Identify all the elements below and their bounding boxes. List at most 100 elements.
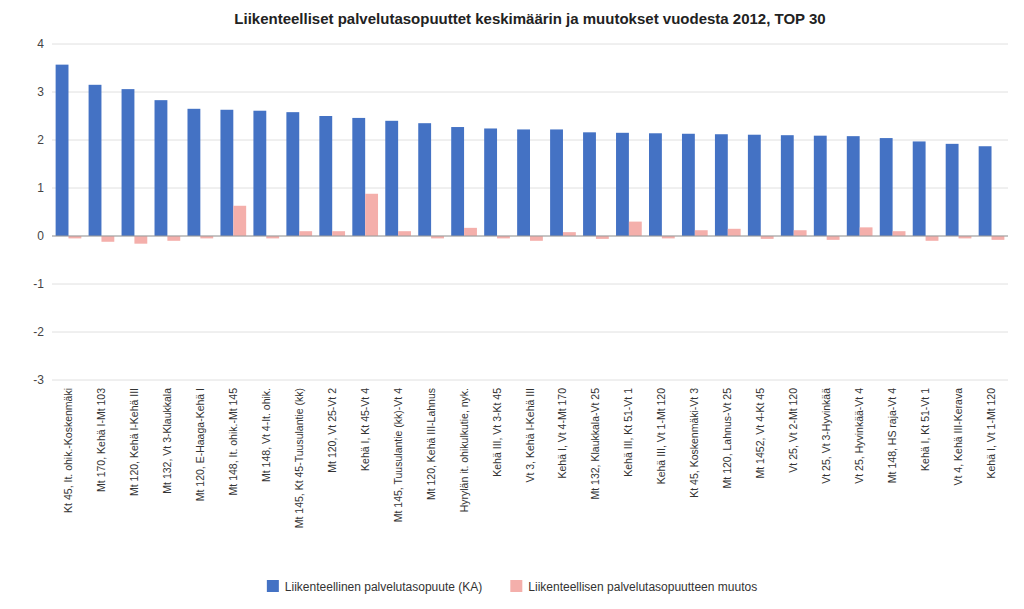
y-tick-label: 1 bbox=[37, 181, 44, 195]
bar bbox=[649, 133, 662, 236]
x-tick-label: Mt 148, It. ohik.-Mt 145 bbox=[227, 388, 239, 496]
x-tick-label: Kehä I, Kt 45-Vt 4 bbox=[359, 388, 371, 471]
legend-item: Liikenteellinen palvelutasopuute (KA) bbox=[267, 580, 482, 594]
bar bbox=[517, 129, 530, 236]
x-tick-label: Mt 148, HS raja-Vt 4 bbox=[886, 388, 898, 483]
bar bbox=[827, 236, 840, 240]
legend-label: Liikenteellinen palvelutasopuute (KA) bbox=[285, 580, 482, 594]
bar bbox=[418, 123, 431, 236]
grid-line bbox=[52, 380, 1008, 381]
grid-line bbox=[52, 44, 1008, 45]
bar bbox=[464, 228, 477, 236]
x-tick-label: Mt 120, Kehä III-Lahnus bbox=[425, 388, 437, 500]
x-tick-label: Mt 148, Vt 4-It. ohik. bbox=[260, 388, 272, 482]
chart: Liikenteelliset palvelutasopuuttet keski… bbox=[0, 0, 1024, 609]
y-tick-label: 0 bbox=[37, 229, 44, 243]
bar bbox=[946, 144, 959, 236]
x-tick-label: Vt 25, Hyvinkää-Vt 4 bbox=[853, 388, 865, 484]
x-tick-label: Kehä III, Kt 51-Vt 1 bbox=[622, 388, 634, 477]
bar bbox=[155, 100, 168, 236]
x-tick-label: Mt 120, Kehä I-Kehä III bbox=[128, 388, 140, 496]
x-tick-label: Kt 45, It. ohik.-Koskenmäki bbox=[62, 388, 74, 513]
x-tick-label: Kehä III, Vt 1-Mt 120 bbox=[655, 388, 667, 484]
bar bbox=[286, 112, 299, 236]
bar bbox=[715, 134, 728, 236]
bars bbox=[56, 65, 1005, 244]
legend-swatch bbox=[510, 580, 522, 592]
bar bbox=[122, 89, 135, 236]
bar bbox=[398, 231, 411, 236]
bar bbox=[695, 230, 708, 236]
x-tick-label: Mt 1452, Vt 4-Kt 45 bbox=[754, 388, 766, 479]
bar bbox=[979, 146, 992, 236]
x-tick-label: Kehä I, Vt 1-Mt 120 bbox=[985, 388, 997, 479]
bar bbox=[220, 110, 233, 236]
x-tick-label: Hyrylän it. ohikulkutie, nyk. bbox=[458, 388, 470, 512]
x-tick-label: Mt 145, Kt 45-Tuusulantie (kk) bbox=[293, 388, 305, 528]
bar bbox=[563, 232, 576, 236]
grid-line bbox=[52, 236, 1008, 237]
bar bbox=[451, 127, 464, 236]
bar bbox=[781, 135, 794, 236]
bar bbox=[530, 236, 543, 241]
bar bbox=[253, 111, 266, 236]
bar bbox=[629, 222, 642, 236]
x-tick-label: Vt 3, Kehä I-Kehä III bbox=[524, 388, 536, 483]
bar bbox=[101, 236, 114, 242]
title: Liikenteelliset palvelutasopuuttet keski… bbox=[234, 10, 825, 27]
bar bbox=[616, 133, 629, 236]
x-tick-label: Mt 120, Vt 25-Vt 2 bbox=[326, 388, 338, 473]
x-tick-label: Vt 25, Vt 2-Mt 120 bbox=[787, 388, 799, 473]
bar bbox=[814, 136, 827, 236]
x-tick-label: Kehä I, Kt 51-Vt 1 bbox=[919, 388, 931, 471]
bar bbox=[365, 194, 378, 236]
x-tick-label: Vt 25, Vt 3-Hyvinkää bbox=[820, 388, 832, 484]
bar bbox=[926, 236, 939, 241]
legend: Liikenteellinen palvelutasopuute (KA) Lii… bbox=[267, 580, 757, 594]
bar bbox=[332, 231, 345, 236]
grid-line bbox=[52, 332, 1008, 333]
bar bbox=[728, 229, 741, 236]
bar bbox=[847, 136, 860, 236]
x-tick-label: Mt 120, Lahnus-Vt 25 bbox=[721, 388, 733, 489]
bar bbox=[187, 109, 200, 236]
y-tick-label: -2 bbox=[33, 325, 44, 339]
zero-line bbox=[52, 236, 1008, 237]
y-tick-label: -3 bbox=[33, 373, 44, 387]
x-tick-label: Mt 132, Klaukkala-Vt 25 bbox=[589, 388, 601, 500]
x-tick-label: Kt 45, Koskenmäki-Vt 3 bbox=[688, 388, 700, 498]
bar bbox=[992, 236, 1005, 240]
x-tick-label: Mt 132, Vt 3-Klaukkala bbox=[161, 388, 173, 494]
bar bbox=[550, 129, 563, 236]
legend-item: Liikenteellisen palvelutasopuutteen muut… bbox=[510, 580, 757, 594]
bar bbox=[299, 231, 312, 236]
grid-line bbox=[52, 284, 1008, 285]
x-tick-label: Mt 120, E-Haaga-Kehä I bbox=[194, 388, 206, 501]
bar bbox=[748, 135, 761, 236]
bar bbox=[893, 231, 906, 236]
y-tick-label: 2 bbox=[37, 133, 44, 147]
bar bbox=[583, 132, 596, 236]
x-tick-label: Kehä III, Vt 3-Kt 45 bbox=[491, 388, 503, 477]
bar bbox=[860, 227, 873, 236]
x-tick-label: Mt 145, Tuusulantie (kk)-Vt 4 bbox=[392, 388, 404, 522]
bar bbox=[134, 236, 147, 244]
bar bbox=[56, 65, 69, 236]
bar bbox=[682, 134, 695, 236]
x-tick-label: Kehä I, Vt 4-Mt 170 bbox=[556, 388, 568, 479]
bar bbox=[352, 118, 365, 236]
bar bbox=[233, 206, 246, 236]
y-tick-label: 4 bbox=[37, 37, 44, 51]
x-tick-label: Vt 4, Kehä III-Kerava bbox=[952, 388, 964, 486]
bar bbox=[167, 236, 180, 241]
grid bbox=[52, 44, 1008, 380]
y-tick-label: -1 bbox=[33, 277, 44, 291]
grid-line bbox=[52, 92, 1008, 93]
legend-label: Liikenteellisen palvelutasopuutteen muut… bbox=[528, 580, 757, 594]
bar bbox=[319, 116, 332, 236]
bar bbox=[89, 85, 102, 236]
bar bbox=[385, 121, 398, 236]
bar bbox=[794, 230, 807, 236]
legend-swatch bbox=[267, 580, 279, 592]
bar bbox=[913, 141, 926, 236]
